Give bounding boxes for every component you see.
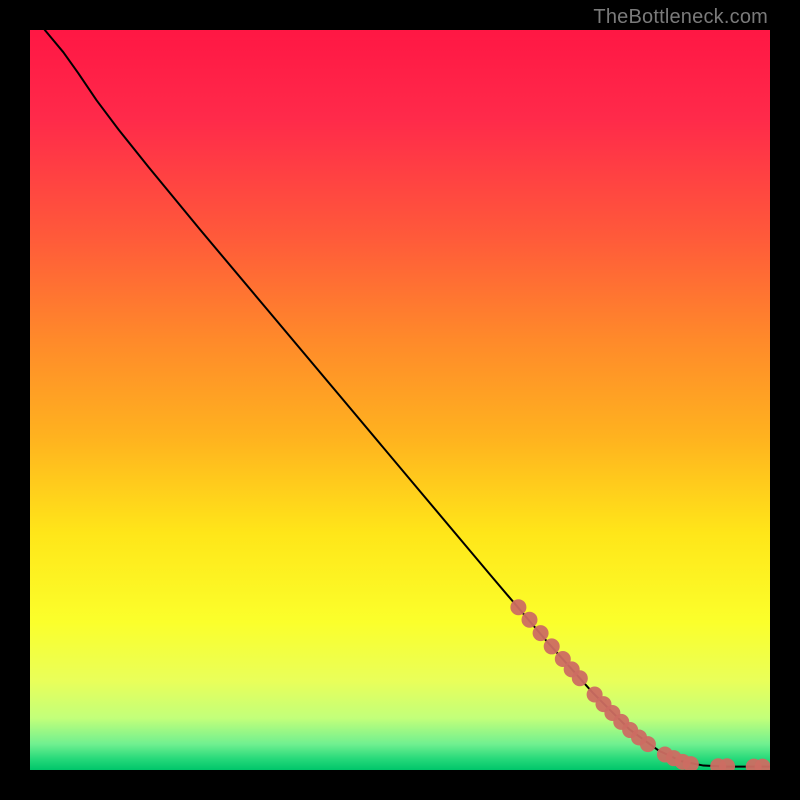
data-marker — [510, 599, 526, 615]
plot-background — [30, 30, 770, 770]
chart-frame: TheBottleneck.com — [0, 0, 800, 800]
watermark-text: TheBottleneck.com — [593, 6, 768, 29]
data-marker — [544, 638, 560, 654]
data-marker — [640, 736, 656, 752]
bottleneck-curve-chart — [30, 30, 770, 770]
data-marker — [533, 625, 549, 641]
data-marker — [572, 670, 588, 686]
data-marker — [522, 612, 538, 628]
